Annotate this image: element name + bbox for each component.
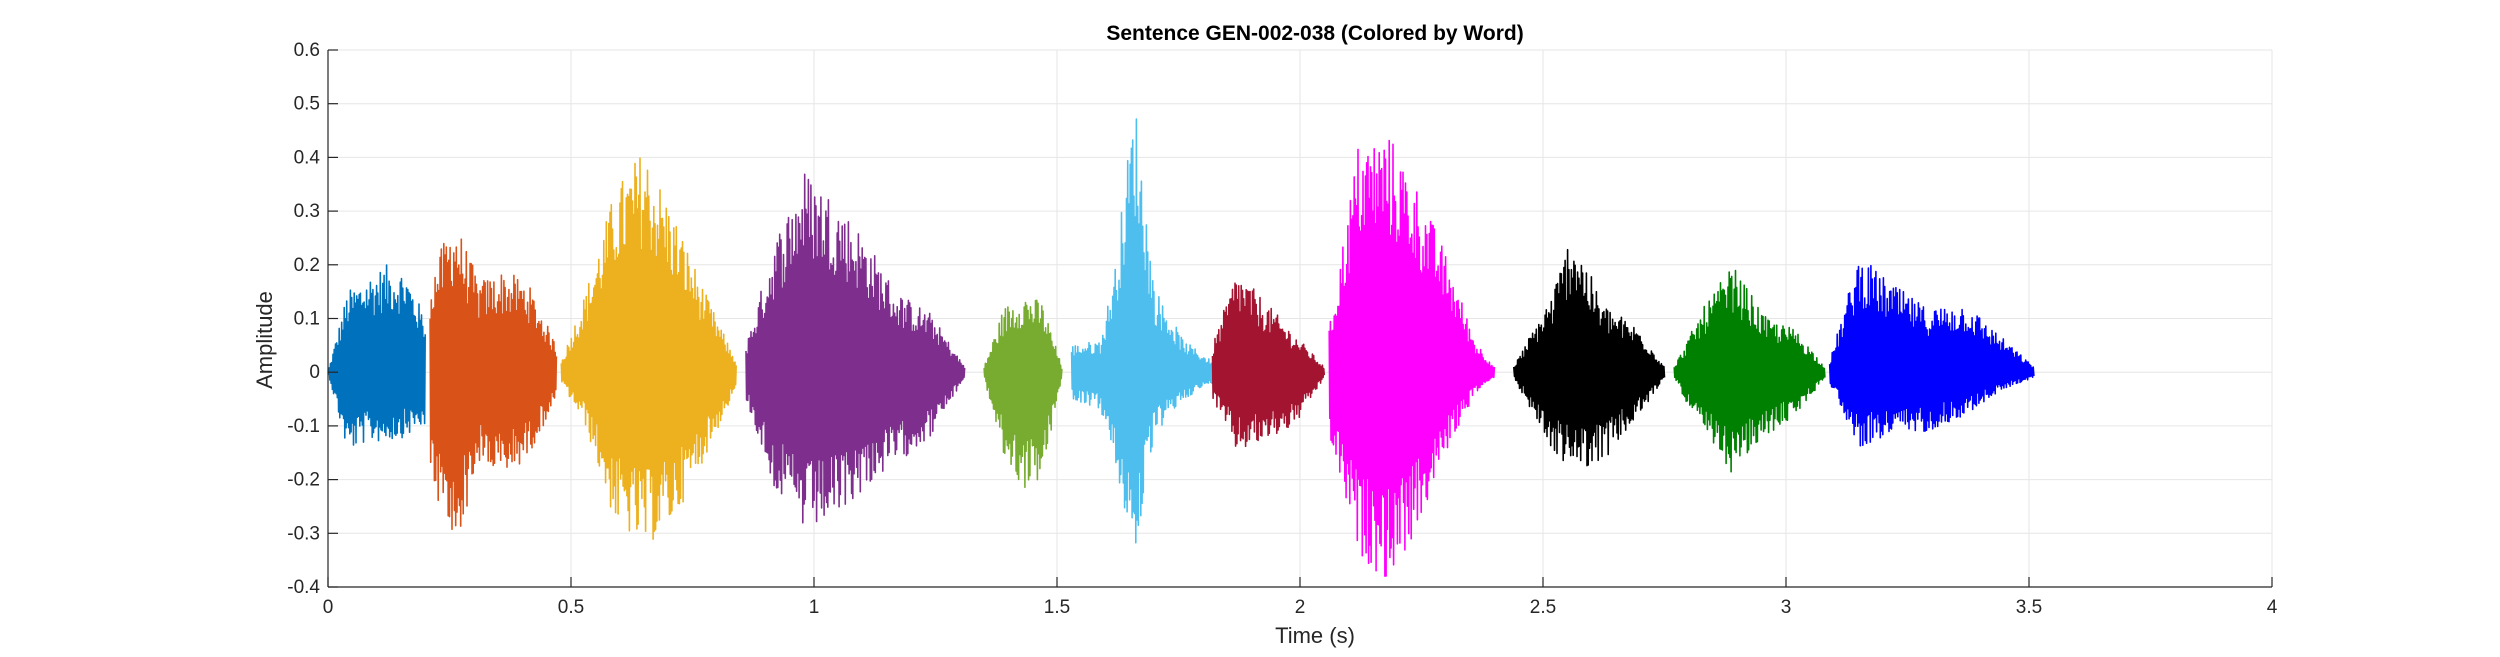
y-tick-label: 0.3 <box>294 201 320 222</box>
word-waveform-8 <box>1328 139 1496 577</box>
y-tick-label: 0.1 <box>294 309 320 330</box>
x-tick-label: 3.5 <box>2016 597 2042 618</box>
x-axis-label: Time (s) <box>1275 623 1355 648</box>
x-tick-label: 3 <box>1781 597 1792 618</box>
word-waveform-9 <box>1513 248 1666 467</box>
y-tick-label: -0.1 <box>287 416 320 437</box>
y-axis-label: Amplitude <box>252 291 277 389</box>
word-waveform-7 <box>1211 282 1326 448</box>
y-tick-label: 0 <box>309 362 320 383</box>
word-waveform-1 <box>327 264 426 446</box>
x-tick-label: 1 <box>809 597 820 618</box>
y-tick-label: -0.2 <box>287 470 320 491</box>
x-tick-label: 2 <box>1295 597 1306 618</box>
y-tick-label: 0.6 <box>294 40 320 61</box>
tick-labels: 0 0.5 1 1.5 2 2.5 3 3.5 4 -0.4 -0.3 -0.2 -0.1 0 0.1 0.2… <box>287 40 2277 618</box>
y-tick-label: 0.5 <box>294 94 320 115</box>
chart-title: Sentence GEN-002-038 (Colored by Word) <box>1106 22 1523 45</box>
word-waveform-4 <box>745 173 966 524</box>
x-tick-label: 0 <box>323 597 334 618</box>
word-waveform-2 <box>429 238 558 530</box>
x-tick-label: 2.5 <box>1530 597 1556 618</box>
y-tick-label: 0.4 <box>294 147 321 168</box>
word-waveform-11 <box>1828 264 2035 447</box>
series-layer <box>327 118 2035 577</box>
axes <box>327 49 2273 588</box>
x-tick-label: 0.5 <box>558 597 584 618</box>
grid <box>327 49 2273 588</box>
word-waveform-5 <box>983 299 1063 489</box>
y-tick-label: -0.4 <box>287 577 320 598</box>
word-waveform-6 <box>1070 118 1214 544</box>
x-tick-label: 4 <box>2267 597 2278 618</box>
y-tick-label: 0.2 <box>294 255 320 276</box>
word-waveform-10 <box>1673 269 1826 473</box>
word-waveform-3 <box>560 157 737 540</box>
y-tick-label: -0.3 <box>287 523 320 544</box>
x-tick-label: 1.5 <box>1044 597 1070 618</box>
